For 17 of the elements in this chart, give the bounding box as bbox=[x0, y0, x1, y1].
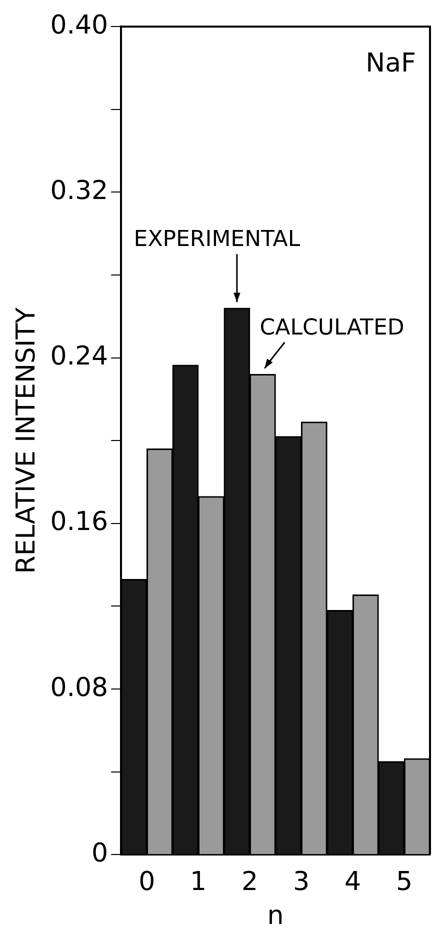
x-tick-label: 2 bbox=[242, 866, 258, 897]
y-tick-label: 0.24 bbox=[50, 342, 108, 372]
y-tick-label: 0 bbox=[92, 838, 108, 868]
series-label: CALCULATED bbox=[260, 315, 404, 340]
x-axis-title: n bbox=[267, 901, 284, 932]
x-tick-label: 1 bbox=[190, 866, 207, 897]
y-tick-label: 0.40 bbox=[50, 10, 108, 40]
y-tick-label: 0.16 bbox=[50, 507, 108, 538]
y-axis-title: RELATIVE INTENSITY bbox=[11, 307, 42, 574]
x-tick-label: 3 bbox=[293, 866, 310, 897]
x-tick-label: 0 bbox=[138, 866, 156, 897]
y-tick-label: 0.08 bbox=[50, 672, 108, 703]
x-tick-label: 5 bbox=[396, 866, 413, 897]
text: EXPERIMENTAL bbox=[134, 227, 301, 252]
annotation: NaF bbox=[366, 48, 416, 79]
x-tick-label: 4 bbox=[344, 866, 362, 897]
y-tick-label: 0.32 bbox=[50, 176, 108, 206]
